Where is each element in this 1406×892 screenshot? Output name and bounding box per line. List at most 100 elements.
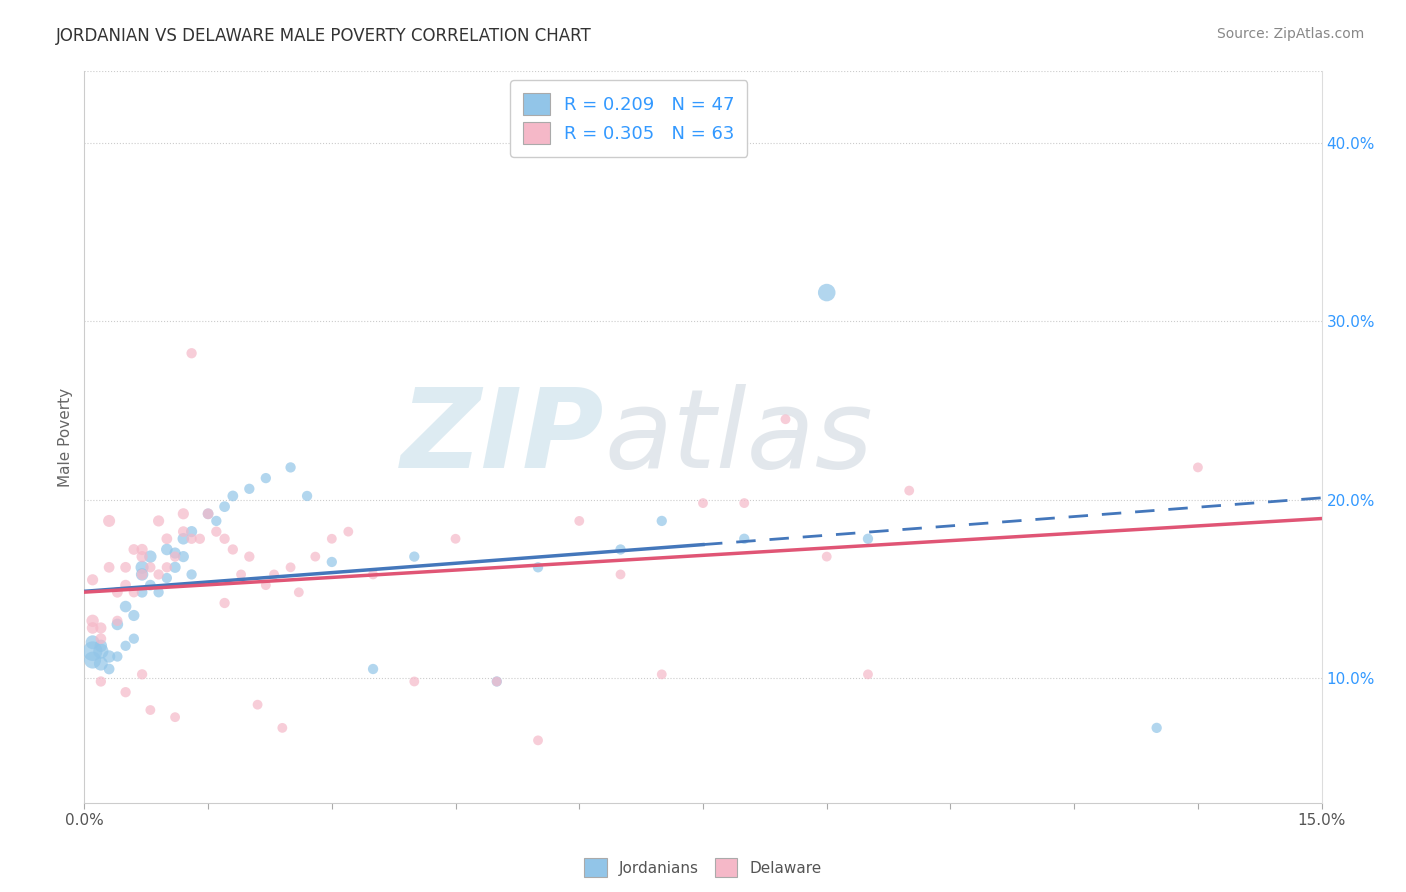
Point <box>90 621 112 635</box>
Point <box>156 560 179 574</box>
Point <box>254 471 277 485</box>
Point <box>295 489 318 503</box>
Point <box>114 599 136 614</box>
Point <box>105 585 128 599</box>
Point <box>156 532 179 546</box>
Point <box>361 567 384 582</box>
Point <box>156 571 179 585</box>
Y-axis label: Male Poverty: Male Poverty <box>58 387 73 487</box>
Point <box>172 524 194 539</box>
Point <box>288 585 311 599</box>
Point <box>165 560 187 574</box>
Point <box>114 685 136 699</box>
Point <box>105 614 128 628</box>
Point <box>898 483 921 498</box>
Text: ZIP: ZIP <box>401 384 605 491</box>
Point <box>98 560 121 574</box>
Point <box>131 585 153 599</box>
Point <box>254 578 277 592</box>
Point <box>82 573 104 587</box>
Point <box>321 555 343 569</box>
Point <box>214 532 236 546</box>
Point <box>444 532 467 546</box>
Point <box>609 542 631 557</box>
Point <box>114 560 136 574</box>
Point <box>337 524 360 539</box>
Point <box>205 524 228 539</box>
Text: Source: ZipAtlas.com: Source: ZipAtlas.com <box>1216 27 1364 41</box>
Point <box>172 532 194 546</box>
Point <box>280 560 302 574</box>
Point <box>131 560 153 574</box>
Point <box>82 621 104 635</box>
Point <box>214 500 236 514</box>
Point <box>214 596 236 610</box>
Point <box>692 496 714 510</box>
Point <box>131 567 153 582</box>
Point <box>165 546 187 560</box>
Point <box>172 549 194 564</box>
Point <box>188 532 211 546</box>
Point <box>139 703 162 717</box>
Point <box>122 608 145 623</box>
Point <box>165 710 187 724</box>
Point <box>197 507 219 521</box>
Point <box>856 532 879 546</box>
Point <box>105 617 128 632</box>
Point <box>139 578 162 592</box>
Point <box>775 412 797 426</box>
Point <box>98 649 121 664</box>
Point <box>180 567 202 582</box>
Point <box>321 532 343 546</box>
Point <box>98 514 121 528</box>
Point <box>82 653 104 667</box>
Point <box>148 585 170 599</box>
Point <box>148 514 170 528</box>
Point <box>98 662 121 676</box>
Point <box>131 549 153 564</box>
Point <box>222 489 245 503</box>
Point <box>815 549 838 564</box>
Point <box>609 567 631 582</box>
Point <box>180 346 202 360</box>
Text: JORDANIAN VS DELAWARE MALE POVERTY CORRELATION CHART: JORDANIAN VS DELAWARE MALE POVERTY CORRE… <box>56 27 592 45</box>
Point <box>271 721 294 735</box>
Point <box>238 549 260 564</box>
Point <box>485 674 508 689</box>
Point <box>527 733 550 747</box>
Point <box>165 549 187 564</box>
Point <box>280 460 302 475</box>
Point <box>90 644 112 658</box>
Point <box>527 560 550 574</box>
Legend: Jordanians, Delaware: Jordanians, Delaware <box>578 852 828 883</box>
Point <box>148 567 170 582</box>
Point <box>651 514 673 528</box>
Point <box>131 542 153 557</box>
Point <box>733 496 755 510</box>
Point <box>404 674 426 689</box>
Point <box>131 567 153 582</box>
Point <box>733 532 755 546</box>
Point <box>122 585 145 599</box>
Point <box>90 639 112 653</box>
Point <box>222 542 245 557</box>
Point <box>263 567 285 582</box>
Point <box>172 507 194 521</box>
Point <box>122 632 145 646</box>
Point <box>197 507 219 521</box>
Point <box>114 578 136 592</box>
Point <box>90 657 112 671</box>
Point <box>205 514 228 528</box>
Point <box>82 614 104 628</box>
Point <box>404 549 426 564</box>
Point <box>304 549 326 564</box>
Point <box>1146 721 1168 735</box>
Point <box>361 662 384 676</box>
Point <box>90 632 112 646</box>
Point <box>238 482 260 496</box>
Point <box>139 560 162 574</box>
Point <box>114 639 136 653</box>
Point <box>82 635 104 649</box>
Point <box>105 649 128 664</box>
Point <box>156 542 179 557</box>
